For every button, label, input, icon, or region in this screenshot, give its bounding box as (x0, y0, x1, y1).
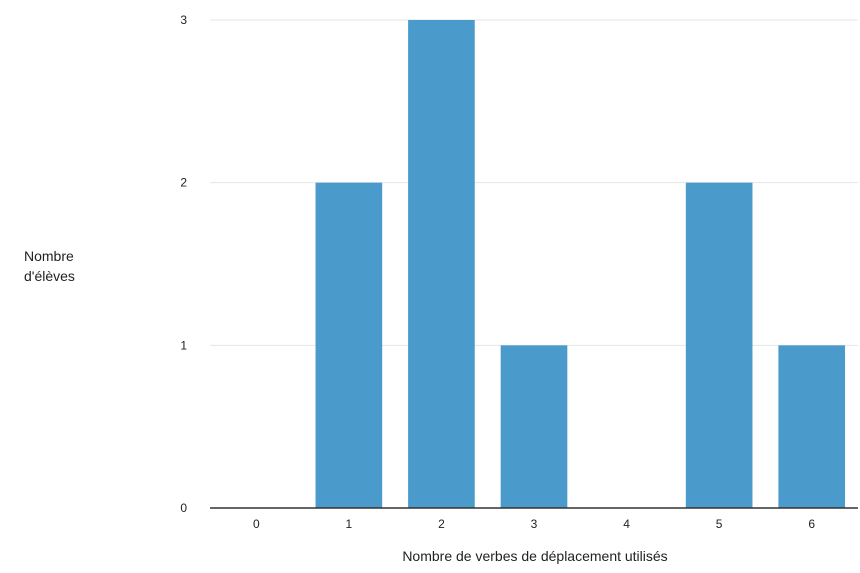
bar-1 (315, 182, 383, 508)
y-axis-label-line1: Nombre (24, 248, 74, 264)
x-tick-label: 6 (808, 517, 815, 531)
bars (315, 20, 846, 508)
x-tick-label: 1 (346, 517, 353, 531)
bar-6 (778, 345, 846, 508)
y-axis-label: Nombre d'élèves (24, 246, 104, 286)
y-tick-labels: 0 1 2 3 (180, 13, 187, 515)
bar-5 (685, 182, 753, 508)
y-tick-label: 1 (180, 338, 187, 352)
x-tick-label: 3 (531, 517, 538, 531)
x-axis-label: Nombre de verbes de déplacement utilisés (402, 548, 668, 564)
gridlines (210, 19, 858, 346)
y-axis-label-line2: d'élèves (24, 268, 75, 284)
x-tick-label: 4 (623, 517, 630, 531)
y-tick-label: 2 (180, 176, 187, 190)
y-tick-label: 3 (180, 13, 187, 27)
y-tick-label: 0 (180, 501, 187, 515)
x-tick-label: 5 (716, 517, 723, 531)
x-tick-label: 2 (438, 517, 445, 531)
bar-2 (408, 20, 475, 508)
x-tick-label: 0 (253, 517, 260, 531)
bar-3 (500, 345, 568, 508)
x-tick-labels: 0 1 2 3 4 5 6 (253, 517, 815, 531)
